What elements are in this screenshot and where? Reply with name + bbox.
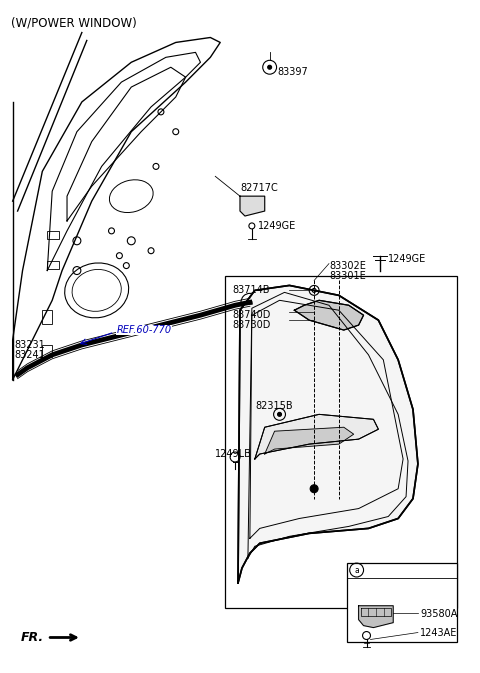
Text: 1249GE: 1249GE xyxy=(258,221,296,231)
Polygon shape xyxy=(359,606,393,628)
Text: REF.60-770: REF.60-770 xyxy=(117,325,171,335)
Circle shape xyxy=(310,485,318,493)
Text: 83301E: 83301E xyxy=(329,271,366,281)
Text: 83730D: 83730D xyxy=(232,320,270,330)
Text: a: a xyxy=(354,565,359,575)
Bar xyxy=(42,310,52,324)
Text: FR.: FR. xyxy=(21,631,44,643)
Text: 83302E: 83302E xyxy=(329,260,366,271)
Bar xyxy=(42,345,52,357)
Polygon shape xyxy=(294,300,363,330)
Bar xyxy=(347,563,457,643)
Circle shape xyxy=(277,413,281,417)
Text: 1249GE: 1249GE xyxy=(388,254,427,264)
Text: 82315B: 82315B xyxy=(256,402,293,411)
Text: 83241: 83241 xyxy=(14,350,46,360)
Polygon shape xyxy=(240,196,264,216)
Text: 83231: 83231 xyxy=(14,340,46,350)
Text: 83714B: 83714B xyxy=(232,285,270,295)
Text: 83740D: 83740D xyxy=(232,310,270,320)
Bar xyxy=(47,260,59,269)
Text: 82717C: 82717C xyxy=(240,183,278,193)
Bar xyxy=(225,275,457,608)
Text: 93580A: 93580A xyxy=(420,609,457,618)
Text: 1243AE: 1243AE xyxy=(420,628,457,637)
Circle shape xyxy=(268,65,272,69)
Polygon shape xyxy=(238,285,418,583)
Text: 83397: 83397 xyxy=(277,67,308,77)
Polygon shape xyxy=(255,415,378,459)
Text: a: a xyxy=(247,297,252,307)
Polygon shape xyxy=(264,427,354,454)
Bar xyxy=(47,231,59,239)
Text: 1249LB: 1249LB xyxy=(216,449,252,459)
Text: (W/POWER WINDOW): (W/POWER WINDOW) xyxy=(11,17,136,30)
